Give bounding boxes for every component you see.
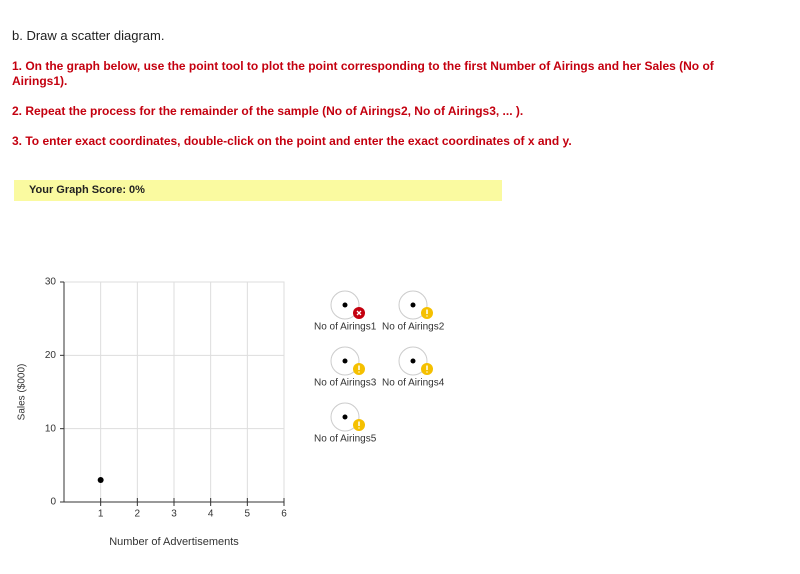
point[interactable] bbox=[97, 477, 104, 483]
x-axis-title: Number of Advertisements bbox=[109, 536, 239, 548]
x-tick-label: 5 bbox=[245, 509, 251, 520]
tool-label: No of Airings2 bbox=[382, 322, 445, 333]
tool-dot bbox=[342, 358, 348, 364]
y-tick-label: 10 bbox=[45, 423, 57, 434]
instruction: 2. Repeat the process for the remainder … bbox=[12, 104, 524, 118]
tool-dot bbox=[410, 302, 416, 308]
tool-dot bbox=[342, 414, 348, 420]
heading: b. Draw a scatter diagram. bbox=[12, 28, 165, 43]
x-tick-label: 6 bbox=[281, 509, 287, 520]
chart: Number of Advertisements Sales ($000) 0 1… bbox=[17, 277, 445, 548]
y-tick-label: 0 bbox=[50, 497, 56, 508]
x-tick-label: 1 bbox=[98, 509, 104, 520]
tool-label: No of Airings3 bbox=[314, 378, 377, 389]
y-axis-title: Sales ($000) bbox=[17, 364, 28, 421]
tool-label: No of Airings1 bbox=[314, 322, 377, 333]
x-tick-label: 4 bbox=[208, 509, 214, 520]
graph-score: Your Graph Score: 0% bbox=[14, 180, 502, 201]
tool-label: No of Airings5 bbox=[314, 434, 377, 445]
tool-dot bbox=[342, 302, 348, 308]
status-glyph bbox=[356, 310, 362, 316]
instruction: 1. On the graph below, use the point too… bbox=[12, 59, 714, 88]
x-tick-label: 2 bbox=[135, 509, 141, 520]
x-tick-label: 3 bbox=[171, 509, 177, 520]
y-tick-label: 30 bbox=[45, 277, 57, 288]
y-tick-label: 20 bbox=[45, 350, 57, 361]
tool-label: No of Airings4 bbox=[382, 378, 445, 389]
instruction: 3. To enter exact coordinates, double-cl… bbox=[12, 134, 572, 148]
tool-dot bbox=[410, 358, 416, 364]
